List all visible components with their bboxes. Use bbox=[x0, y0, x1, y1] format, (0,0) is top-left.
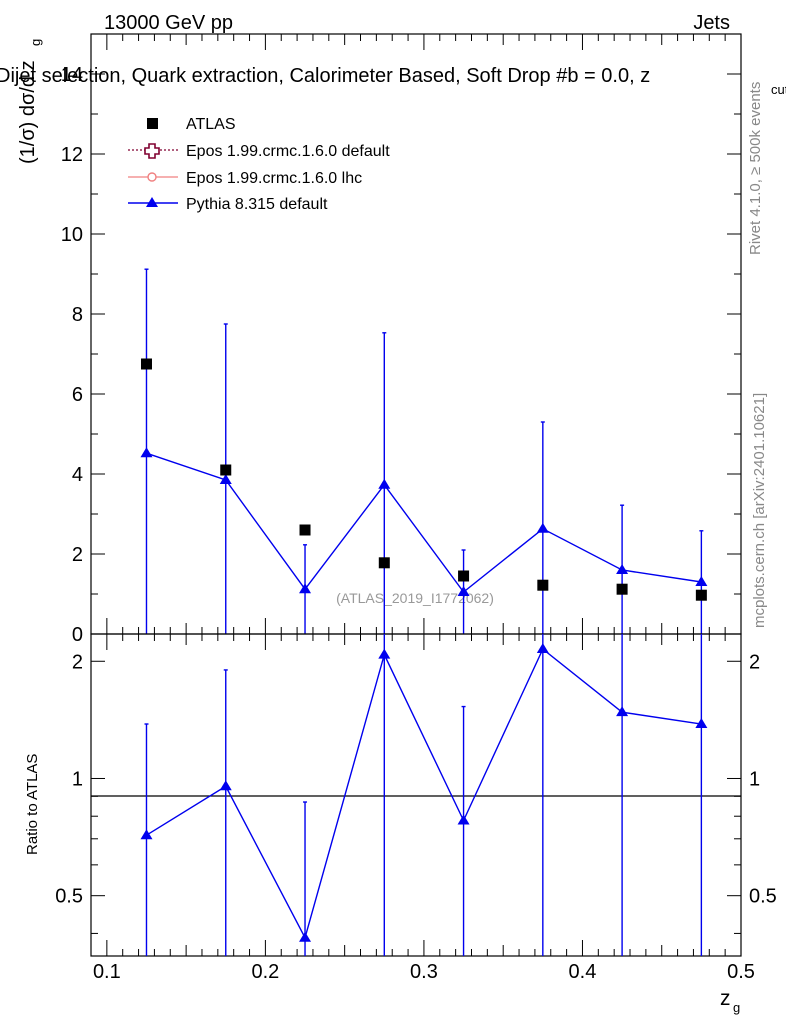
legend-epos-lhc-marker bbox=[147, 172, 157, 182]
main-pythia-point bbox=[457, 586, 470, 596]
ratio-y-tick-label: 0.5 bbox=[749, 886, 777, 908]
main-pythia-point bbox=[378, 478, 391, 489]
x-tick-label: 0.4 bbox=[569, 961, 597, 983]
main-panel: 0 2 4 6 8 10 12 14 (ATLAS_2019_I1772062) bbox=[61, 33, 742, 646]
legend-epos-lhc-label: Epos 1.99.crmc.1.6.0 lhc bbox=[186, 170, 362, 187]
main-pythia-point bbox=[695, 576, 708, 586]
legend-epos-default-marker bbox=[144, 143, 160, 159]
main-y-tick-label: 12 bbox=[61, 144, 83, 166]
main-y-tick-label: 0 bbox=[72, 624, 83, 646]
main-x-ticks bbox=[90, 34, 742, 634]
svg-text:z: z bbox=[720, 987, 731, 1010]
ratio-pythia-line bbox=[146, 647, 702, 940]
ratio-pythia-point bbox=[219, 780, 232, 791]
ratio-pythia-point bbox=[695, 718, 708, 729]
main-y-tick-label: 8 bbox=[72, 304, 83, 326]
svg-text:g: g bbox=[733, 1000, 740, 1015]
x-tick-label: 0.3 bbox=[410, 961, 438, 983]
ratio-y-tick-label: 2 bbox=[72, 651, 83, 673]
ratio-y-axis-label: Ratio to ATLAS bbox=[24, 754, 41, 855]
process-label: Jets bbox=[693, 12, 730, 34]
ratio-pythia-point bbox=[140, 829, 153, 840]
main-y-tick-label: 14 bbox=[61, 64, 83, 86]
ratio-pythia-point bbox=[616, 706, 629, 717]
ratio-pythia-point bbox=[536, 643, 549, 654]
main-pythia-point bbox=[616, 564, 629, 574]
main-atlas-point bbox=[616, 583, 628, 595]
ratio-pythia-series bbox=[140, 634, 708, 956]
ratio-x-ticks: 0.1 0.2 0.3 0.4 0.5 bbox=[90, 634, 755, 983]
ratio-y-ticks: 0.5 0.5 1 1 2 2 bbox=[55, 651, 777, 934]
main-pythia-point bbox=[536, 522, 549, 533]
mcplots-label: mcplots.cern.ch [arXiv:2401.10621] bbox=[751, 393, 768, 628]
main-pythia-point bbox=[140, 447, 153, 458]
x-axis-label: z g bbox=[720, 987, 740, 1015]
legend-pythia-marker bbox=[146, 197, 158, 207]
main-y-tick-label: 2 bbox=[72, 544, 83, 566]
ratio-pythia-point bbox=[457, 814, 470, 825]
main-atlas-point bbox=[220, 464, 232, 476]
main-pythia-series bbox=[140, 268, 708, 634]
energy-label: 13000 GeV pp bbox=[104, 12, 233, 34]
legend-atlas-marker bbox=[147, 118, 158, 129]
plot-title: Dijet selection, Quark extraction, Calor… bbox=[0, 65, 650, 87]
x-tick-label: 0.2 bbox=[251, 961, 279, 983]
main-atlas-point bbox=[537, 579, 549, 591]
legend: ATLAS Epos 1.99.crmc.1.6.0 default Epos … bbox=[128, 116, 390, 213]
main-atlas-point bbox=[299, 524, 311, 536]
ratio-pythia-point bbox=[299, 931, 312, 942]
legend-pythia-label: Pythia 8.315 default bbox=[186, 196, 328, 213]
main-atlas-point bbox=[378, 557, 390, 569]
main-pythia-line bbox=[146, 452, 702, 593]
analysis-id: (ATLAS_2019_I1772062) bbox=[336, 590, 494, 606]
rivet-label: Rivet 4.1.0, ≥ 500k events bbox=[747, 82, 764, 255]
ratio-pythia-point bbox=[378, 648, 391, 659]
plot-title-subscript: cut bbox=[771, 82, 786, 97]
ratio-y-tick-label: 1 bbox=[72, 768, 83, 790]
ratio-y-tick-label: 1 bbox=[749, 768, 760, 790]
main-atlas-point bbox=[695, 589, 707, 601]
main-pythia-point bbox=[299, 583, 312, 594]
legend-atlas-label: ATLAS bbox=[186, 116, 236, 133]
ratio-y-tick-label: 0.5 bbox=[55, 886, 83, 908]
x-tick-label: 0.1 bbox=[93, 961, 121, 983]
ratio-panel: 0.5 0.5 1 1 2 2 0.1 0.2 0.3 0.4 0.5 bbox=[55, 633, 777, 983]
svg-text:g: g bbox=[28, 39, 43, 46]
main-y-tick-label: 10 bbox=[61, 224, 83, 246]
ratio-frame bbox=[90, 633, 742, 957]
main-pythia-point bbox=[219, 474, 232, 484]
main-y-ticks: 0 2 4 6 8 10 12 14 bbox=[61, 33, 741, 646]
svg-text:(1/σ) dσ/d z: (1/σ) dσ/d z bbox=[17, 60, 39, 164]
main-y-tick-label: 4 bbox=[72, 464, 83, 486]
main-atlas-point bbox=[140, 358, 152, 370]
main-atlas-series bbox=[140, 358, 707, 601]
x-tick-label: 0.5 bbox=[727, 961, 755, 983]
legend-epos-default-label: Epos 1.99.crmc.1.6.0 default bbox=[186, 143, 390, 160]
main-y-axis-label: (1/σ) dσ/d z g bbox=[17, 39, 43, 164]
main-atlas-point bbox=[458, 570, 470, 582]
ratio-y-tick-label: 2 bbox=[749, 651, 760, 673]
main-y-tick-label: 6 bbox=[72, 384, 83, 406]
